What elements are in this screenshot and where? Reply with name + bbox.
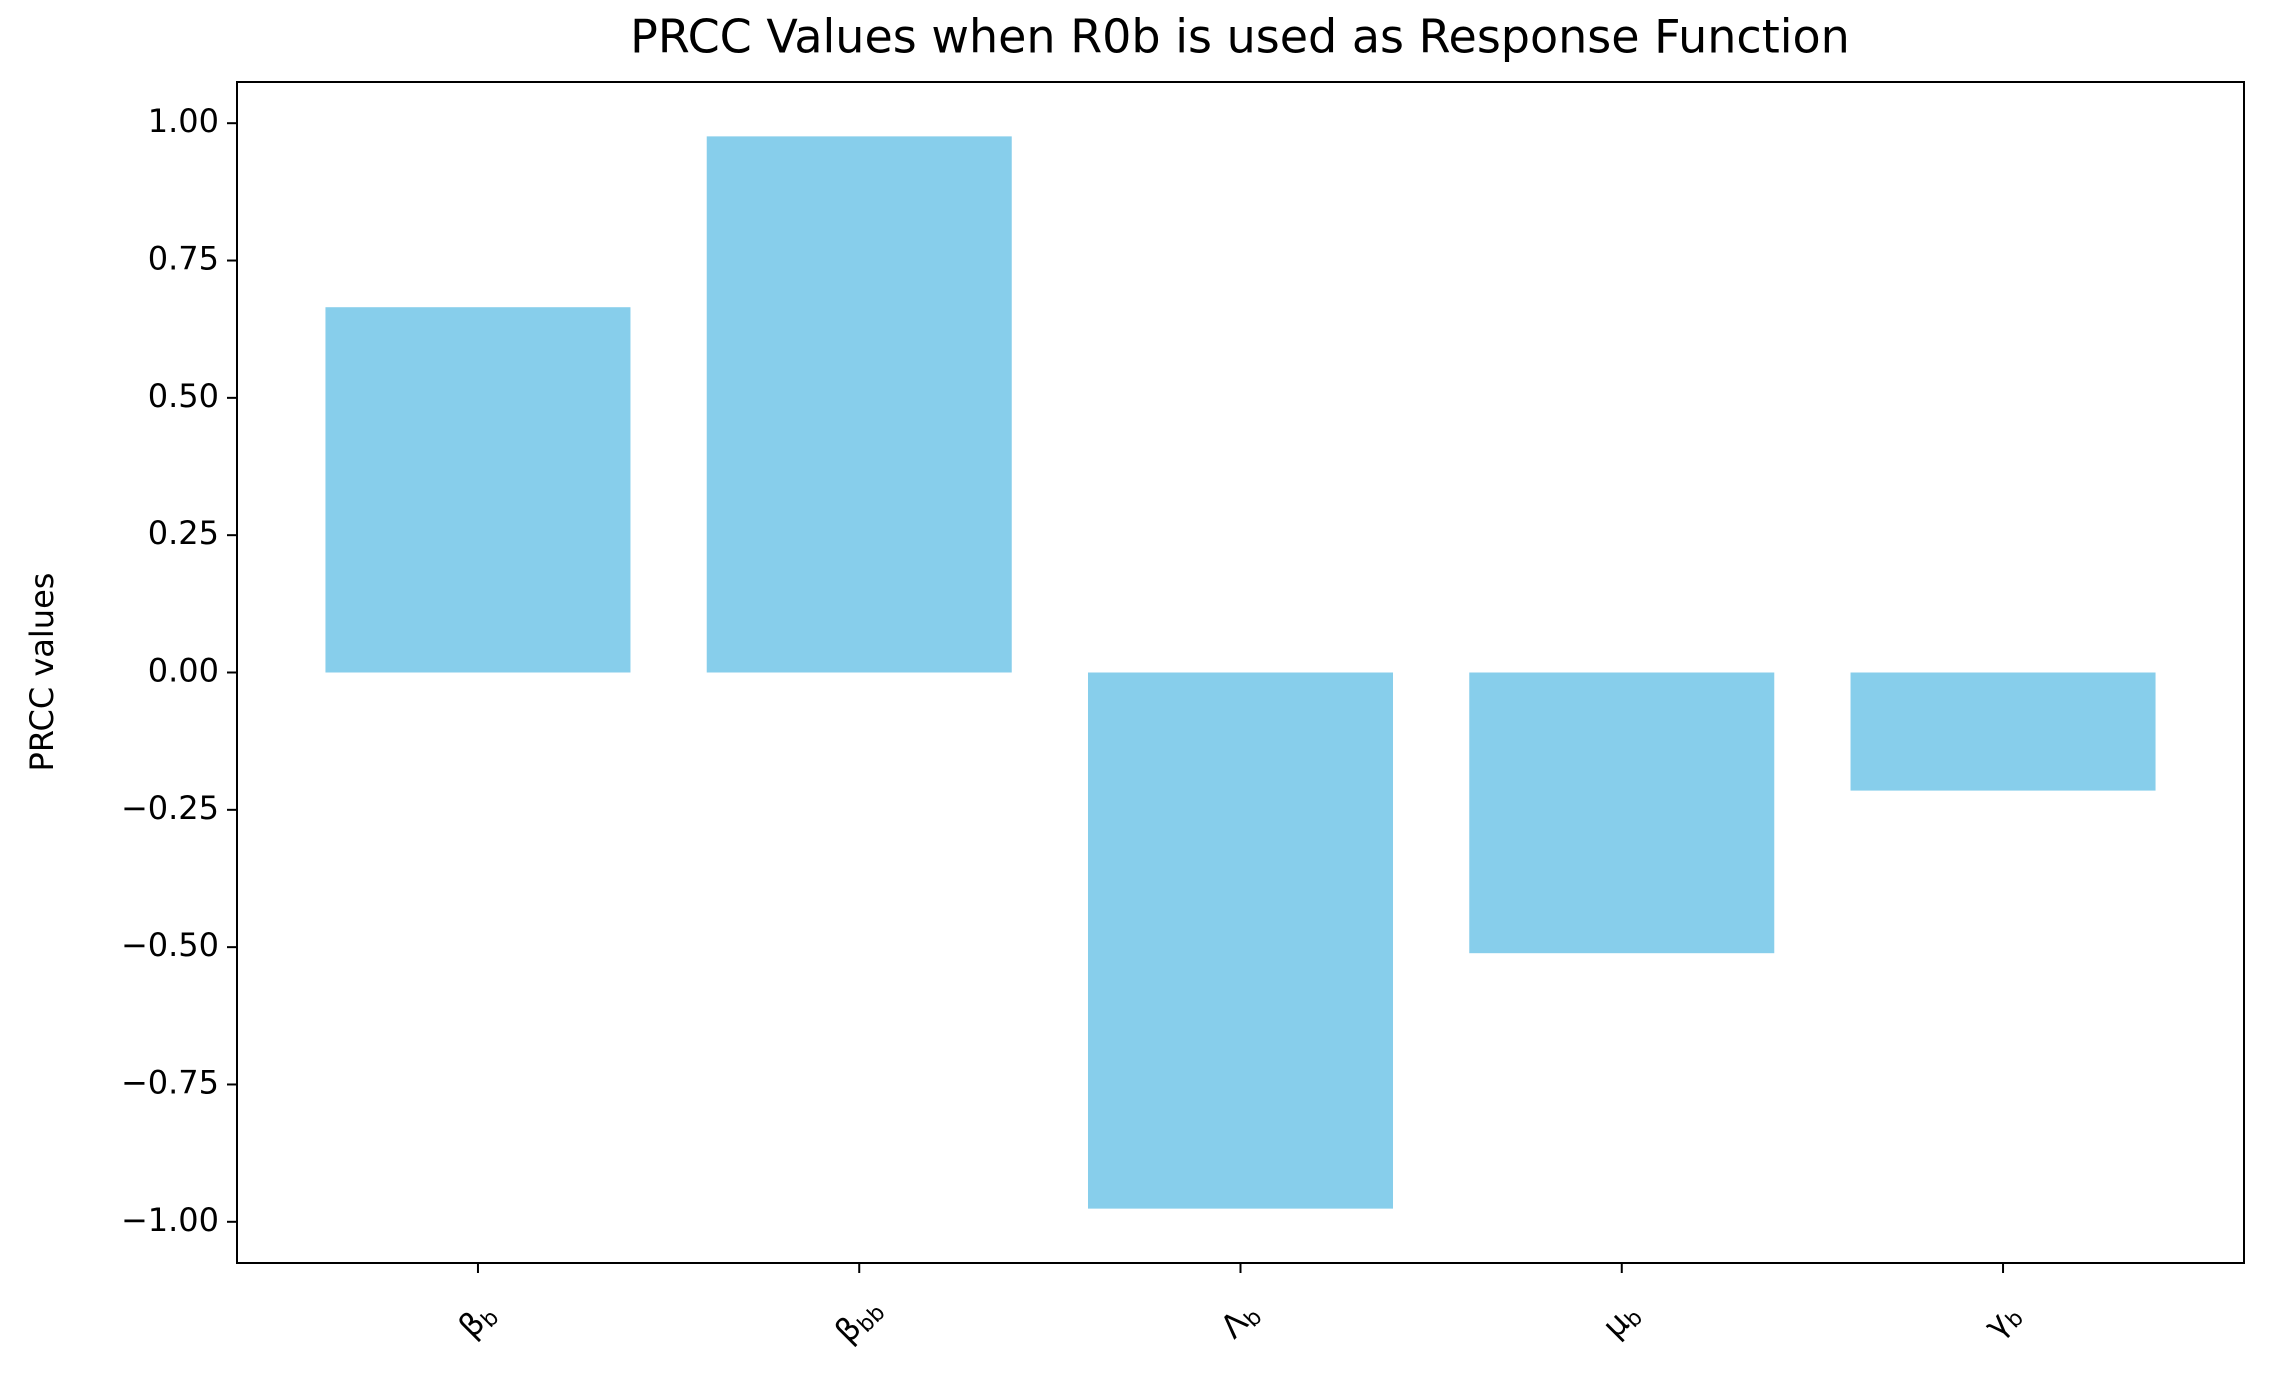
y-tick-label: 1.00 — [148, 102, 219, 140]
y-tick-label: 0.75 — [148, 240, 219, 278]
bar — [706, 136, 1012, 673]
y-tick-label: −0.25 — [121, 789, 219, 827]
bar — [1469, 672, 1775, 954]
y-tick-label: 0.50 — [148, 377, 219, 415]
bar — [1850, 672, 2156, 791]
y-axis-label: PRCC values — [23, 573, 61, 772]
x-tick-label: μb — [1595, 1294, 1648, 1347]
x-tick-label: γb — [1977, 1295, 2029, 1347]
chart-title: PRCC Values when R0b is used as Response… — [630, 10, 1850, 64]
y-tick-label: −1.00 — [121, 1201, 219, 1239]
x-tick-label: βb — [451, 1294, 504, 1347]
bar — [1087, 672, 1394, 1209]
y-tick-label: −0.75 — [121, 1063, 219, 1101]
plot-frame — [236, 81, 2245, 1264]
y-tick-label: 0.00 — [148, 652, 219, 690]
x-tick-label: Λb — [1213, 1293, 1267, 1347]
x-tick-label: βbb — [827, 1289, 890, 1352]
bar — [325, 307, 631, 673]
y-tick-label: −0.50 — [121, 926, 219, 964]
y-tick-label: 0.25 — [148, 514, 219, 552]
